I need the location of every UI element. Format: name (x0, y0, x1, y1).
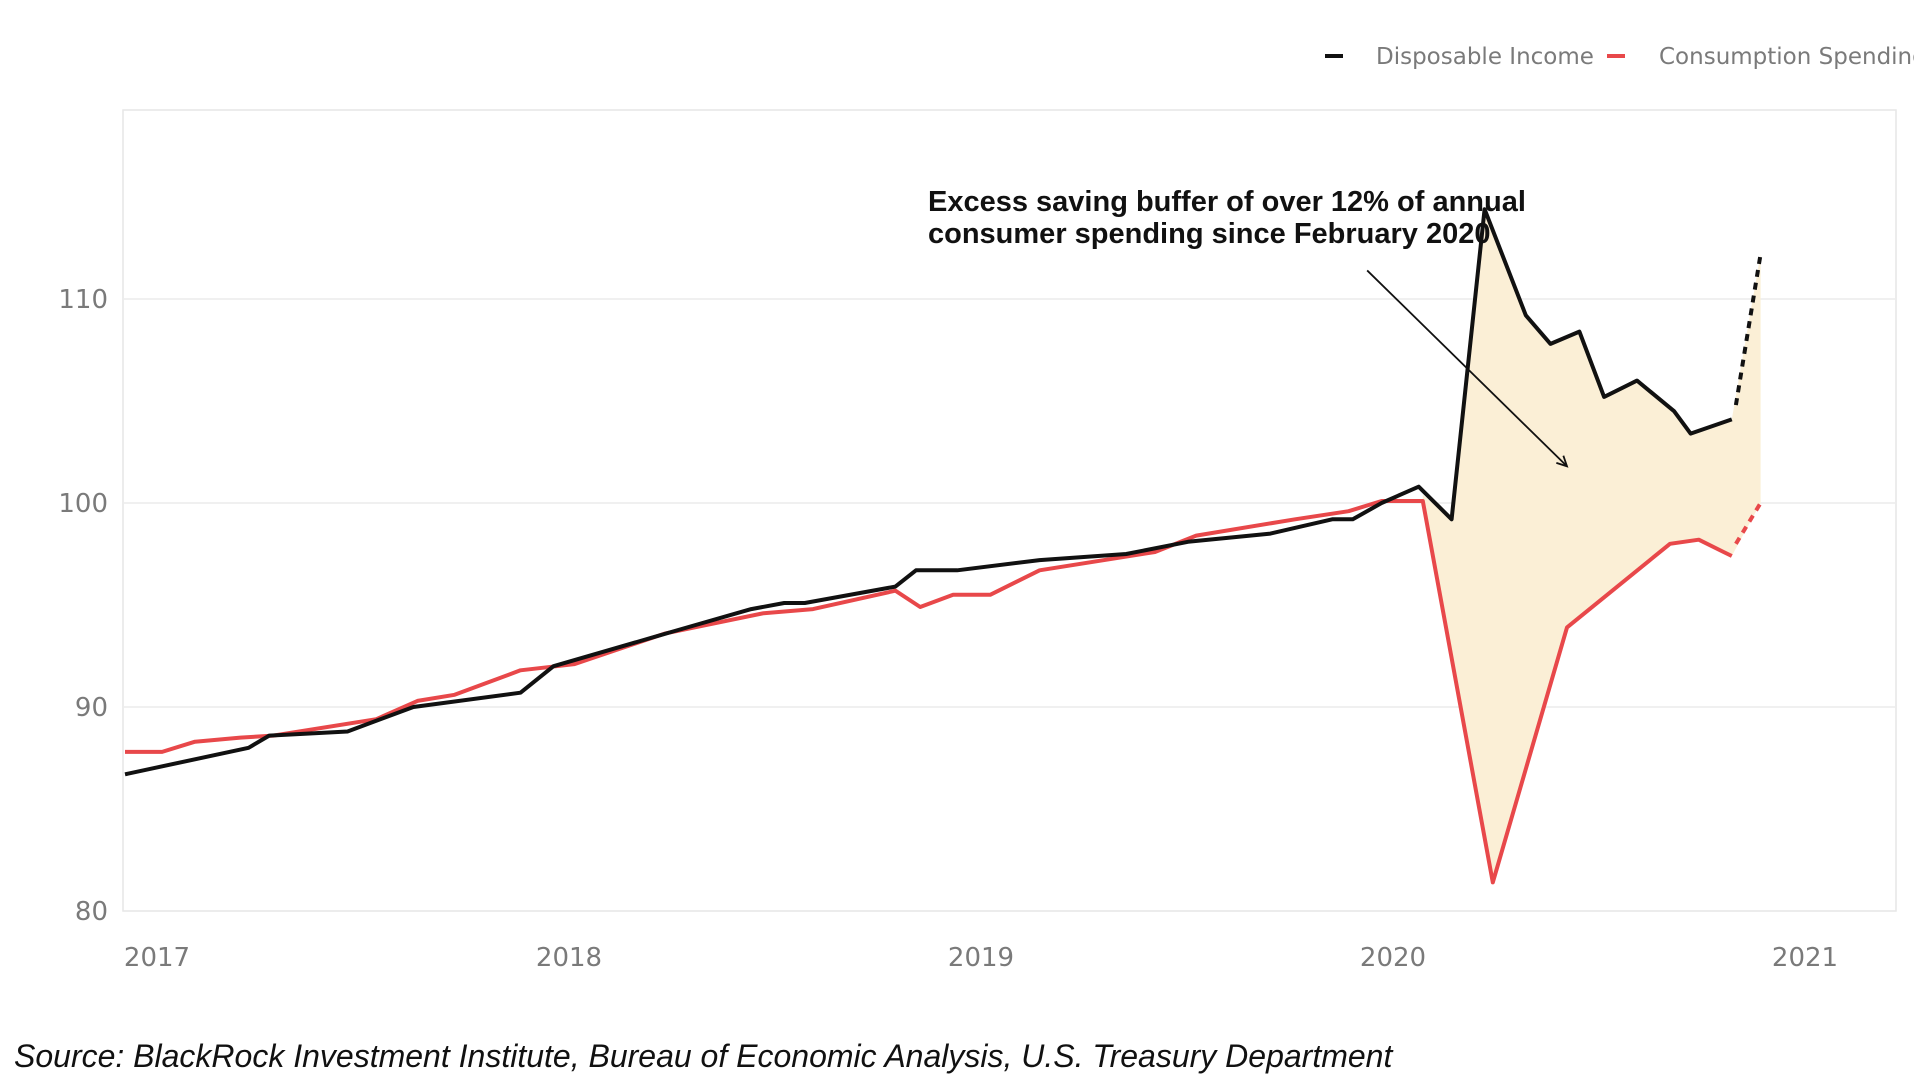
y-tick-label-80: 80 (75, 897, 108, 927)
x-tick-label-2017: 2017 (124, 943, 190, 973)
series-line-disposable-income (124, 207, 1733, 777)
x-tick-label-2021: 2021 (1772, 943, 1838, 973)
annotation-line-1: Excess saving buffer of over 12% of annu… (928, 186, 1526, 218)
x-tick-label-2019: 2019 (948, 943, 1014, 973)
excess-saving-shading (1422, 209, 1761, 883)
y-axis-ticks: 80 90 100 110 (58, 285, 108, 927)
source-note: Source: BlackRock Investment Institute, … (14, 1038, 1393, 1074)
legend: Disposable Income Consumption Spending (1325, 44, 1914, 70)
legend-label-disposable-income: Disposable Income (1376, 44, 1594, 70)
annotation-line-2: consumer spending since February 2020 (928, 218, 1490, 250)
annotation-arrow (1366, 269, 1569, 468)
x-tick-label-2018: 2018 (536, 943, 602, 973)
series-lines (124, 207, 1763, 885)
x-axis-ticks: 2017 2018 2019 2020 2021 (124, 943, 1838, 973)
plot-frame (122, 109, 1897, 912)
series-line-consumption-spending-projected (1734, 501, 1763, 545)
series-line-consumption-spending (125, 499, 1733, 885)
y-tick-label-110: 110 (58, 285, 108, 315)
excess-saving-area (1422, 209, 1761, 883)
y-tick-label-90: 90 (75, 693, 108, 723)
annotation: Excess saving buffer of over 12% of annu… (928, 186, 1569, 468)
legend-label-consumption-spending: Consumption Spending (1659, 44, 1914, 70)
y-tick-label-100: 100 (58, 489, 108, 519)
x-tick-label-2020: 2020 (1360, 943, 1426, 973)
